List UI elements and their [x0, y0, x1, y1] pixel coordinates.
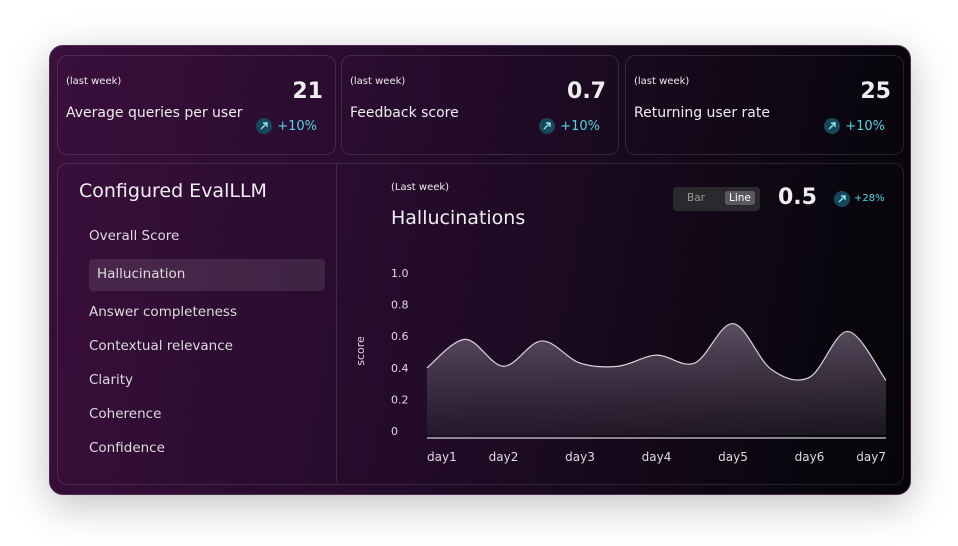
metric-card [341, 55, 619, 155]
chart-subtitle: (Last week) [391, 182, 450, 193]
trend-icon [539, 118, 555, 134]
summary-change: +28% [854, 193, 885, 204]
y-tick-label: 0 [391, 425, 398, 438]
x-tick-label: day1 [427, 450, 457, 464]
menu-item[interactable]: Contextual relevance [89, 338, 233, 354]
line [426, 322, 887, 381]
menu-item[interactable]: Coherence [89, 406, 162, 422]
metric-change: +10% [277, 119, 317, 134]
selected-bg [89, 259, 325, 291]
x-tick-label: day6 [795, 450, 825, 464]
y-tick-label: 0.2 [391, 393, 409, 406]
menu-item[interactable]: Confidence [89, 440, 165, 456]
divider [336, 164, 337, 482]
metric-value: 21 [292, 79, 323, 104]
metric-card [625, 55, 904, 155]
y-tick-label: 0.4 [391, 362, 409, 375]
metric-value: 25 [860, 79, 891, 104]
metric-label: Returning user rate [634, 105, 770, 121]
period: (last week) [634, 76, 690, 87]
arrow [828, 122, 836, 130]
x-tick-label: day7 [856, 450, 886, 464]
summary-value: 0.5 [778, 185, 817, 210]
sidebar-title: Configured EvalLLM [79, 180, 267, 202]
trend-icon [824, 118, 840, 134]
period: (last week) [350, 76, 406, 87]
trend-icon [834, 191, 850, 207]
y-tick-label: 0.8 [391, 299, 409, 312]
metric-label: Average queries per user [66, 105, 243, 121]
x-tick-label: day2 [489, 450, 519, 464]
y-tick-label: 0.6 [391, 330, 409, 343]
chart-title: Hallucinations [391, 207, 526, 229]
metric-change: +10% [845, 119, 885, 134]
menu-item[interactable]: Clarity [89, 372, 134, 388]
area [427, 323, 886, 435]
metric-card [57, 55, 336, 155]
menu-item[interactable]: Overall Score [89, 228, 180, 244]
x-tick-label: day5 [718, 450, 748, 464]
metric-change: +10% [560, 119, 600, 134]
toggle-option[interactable]: Bar [687, 192, 705, 204]
main-card [57, 163, 904, 485]
menu-item[interactable]: Answer completeness [89, 304, 237, 320]
toggle-option[interactable]: Line [725, 191, 755, 205]
x-tick-label: day3 [565, 450, 595, 464]
metric-label: Feedback score [350, 105, 459, 121]
y-axis-label: score [354, 336, 367, 366]
arrow [260, 122, 268, 130]
trend-icon [256, 118, 272, 134]
x-tick-label: day4 [642, 450, 672, 464]
y-tick-label: 1.0 [391, 267, 409, 280]
arrow [543, 122, 551, 130]
arrow [838, 195, 846, 203]
metric-value: 0.7 [567, 79, 606, 104]
menu-item[interactable]: Hallucination [97, 266, 186, 282]
period: (last week) [66, 76, 122, 87]
